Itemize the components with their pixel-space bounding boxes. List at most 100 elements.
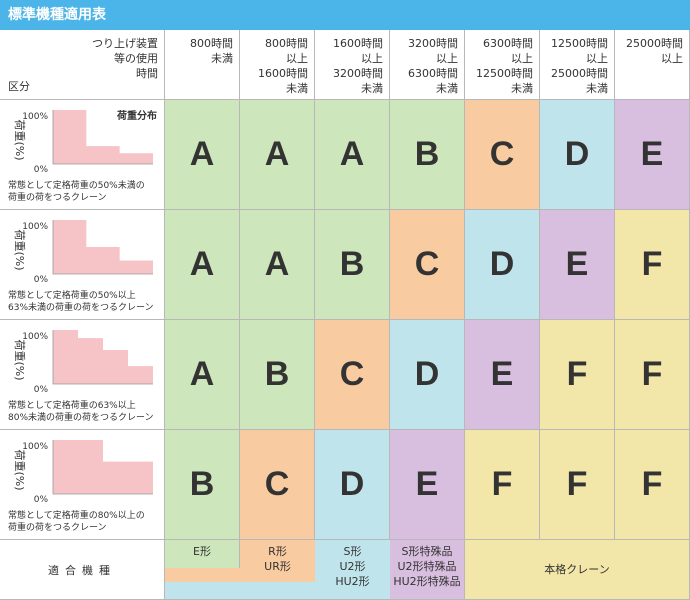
y-axis-label: 荷重(%) [13, 119, 27, 160]
column-header-line: 未満 [586, 82, 608, 95]
chart-title: 荷重分布 [116, 109, 157, 122]
column-header-line: 以上 [661, 52, 683, 65]
column-header-line: 未満 [286, 82, 308, 95]
column-header-line: 未満 [436, 82, 458, 95]
y-min-label: 0% [34, 495, 49, 505]
row-description: 80%未満の荷重の荷をつるクレーン [8, 413, 154, 423]
chart-axis [52, 220, 153, 275]
suitable-special: S形特殊品 U2形特殊品 HU2形特殊品 [390, 540, 464, 589]
load-area [53, 330, 153, 384]
column-header-line: 6300時間 [483, 37, 533, 50]
suitable-band-special: S形特殊品 U2形特殊品 HU2形特殊品 [390, 540, 465, 600]
load-area [53, 440, 153, 494]
row-description: 常態として定格荷重の50%以上 [8, 291, 136, 301]
header-corner-line: 時間 [136, 67, 158, 80]
row-description: 常態として定格荷重の50%未満の [8, 181, 145, 191]
y-axis-label: 荷重(%) [13, 449, 27, 490]
grade-cell: D [390, 320, 465, 430]
grade-cell: E [540, 210, 615, 320]
row-description: 荷重の荷をつるクレーン [8, 523, 107, 533]
grade-cell: B [315, 210, 390, 320]
column-header-line: 以上 [361, 52, 383, 65]
suitable-model-name: U2形 [339, 560, 366, 573]
header-corner: つり上げ装置等の使用時間区分 [0, 30, 165, 100]
suitable-model-name: R形 [268, 545, 287, 558]
grade-cell: D [465, 210, 540, 320]
column-header: 6300時間 以上 12500時間 未満 [465, 30, 540, 100]
row-label: 100% 0% 荷重(%) 常態として定格荷重の80%以上の 荷重の荷をつるクレーン [0, 430, 165, 540]
column-header-line: 25000時間 [626, 37, 683, 50]
grade-cell: F [615, 430, 690, 540]
page-title: 標準機種適用表 [0, 0, 690, 30]
row-description: 常態として定格荷重の63%以上 [8, 401, 136, 411]
y-max-label: 100% [22, 112, 48, 122]
row-label: 100% 0% 荷重(%) 常態として定格荷重の50%以上 63%未満の荷重の荷をつるク… [0, 210, 165, 320]
column-header-line: 6300時間 [408, 67, 458, 80]
y-axis-label: 荷重(%) [13, 339, 27, 380]
column-header: 800時間以上 1600時間未満 [240, 30, 315, 100]
column-header: 3200時間以上 6300時間未満 [390, 30, 465, 100]
grade-cell: B [240, 320, 315, 430]
grade-cell: F [540, 320, 615, 430]
row-label: 100% 0% 荷重分布 荷重(%) 常態として定格荷重の50%未満の 荷重の荷をつるクレ… [0, 100, 165, 210]
column-header: 1600時間以上 3200時間未満 [315, 30, 390, 100]
category-label: 区分 [8, 80, 30, 93]
suitable-model-name: S形 [343, 545, 362, 558]
load-area [53, 220, 153, 274]
suitable-model-name: HU2形特殊品 [393, 575, 461, 588]
y-min-label: 0% [34, 275, 49, 285]
header-corner-line: つり上げ装置 [92, 37, 158, 50]
column-header: 25000時間以上 [615, 30, 690, 100]
column-header-line: 未満 [211, 52, 233, 65]
column-header-line: 以上 [286, 52, 308, 65]
suitable-model-name: HU2形 [335, 575, 370, 588]
column-header-line: 800時間 [265, 37, 308, 50]
y-min-label: 0% [34, 385, 49, 395]
suitable-model-name: S形特殊品 [401, 545, 453, 558]
grade-cell: E [390, 430, 465, 540]
column-header-line: 25000時間 [551, 67, 608, 80]
load-distribution-chart: 100% 0% 荷重(%) [13, 330, 153, 395]
load-distribution-chart: 100% 0% 荷重(%) [13, 440, 153, 505]
grade-cell: D [540, 100, 615, 210]
grade-cell: C [465, 100, 540, 210]
suitable-band-e: E形 [165, 540, 240, 568]
grade-cell: B [390, 100, 465, 210]
grade-cell: A [165, 320, 240, 430]
column-header-line: 1600時間 [258, 67, 308, 80]
column-header-line: 以上 [586, 52, 608, 65]
y-max-label: 100% [22, 222, 48, 232]
column-header-line: 3200時間 [333, 67, 383, 80]
grade-cell: C [390, 210, 465, 320]
y-min-label: 0% [34, 165, 49, 175]
grade-cell: A [165, 100, 240, 210]
grade-cell: A [315, 100, 390, 210]
column-header-line: 800時間 [190, 37, 233, 50]
y-axis-label: 荷重(%) [13, 229, 27, 270]
column-header-line: 12500時間 [551, 37, 608, 50]
column-header-line: 未満 [511, 82, 533, 95]
grade-cell: B [165, 430, 240, 540]
chart-axis [52, 440, 153, 495]
column-header: 12500時間以上 25000時間未満 [540, 30, 615, 100]
chart-axis [52, 330, 153, 385]
grade-cell: F [465, 430, 540, 540]
grade-cell: F [615, 320, 690, 430]
grade-cell: E [615, 100, 690, 210]
suitable-model-name: UR形 [264, 560, 291, 573]
header-corner-line: 等の使用 [114, 52, 158, 65]
row-description: 常態として定格荷重の80%以上の [8, 511, 145, 521]
chart-axis [52, 110, 153, 165]
column-header-line: 未満 [361, 82, 383, 95]
column-header-line: 以上 [436, 52, 458, 65]
grade-cell: A [240, 210, 315, 320]
grade-cell: C [240, 430, 315, 540]
column-header-line: 1600時間 [333, 37, 383, 50]
column-header-line: 12500時間 [476, 67, 533, 80]
column-header-line: 3200時間 [408, 37, 458, 50]
grade-cell: A [240, 100, 315, 210]
grade-cell: A [165, 210, 240, 320]
column-header: 800時間未満 [165, 30, 240, 100]
